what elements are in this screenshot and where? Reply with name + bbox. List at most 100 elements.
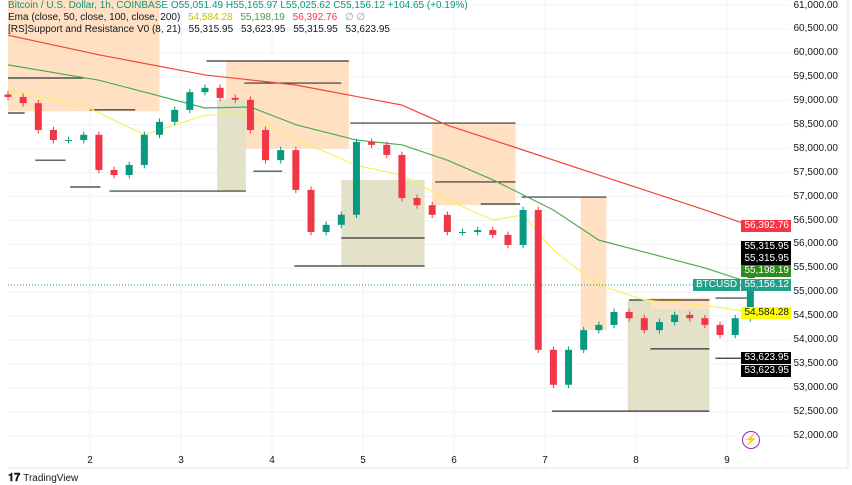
price-tick-label: 59,000.00: [793, 94, 839, 106]
candle-body: [686, 314, 694, 319]
candle-body: [655, 322, 663, 331]
sr-low-tag: 53,623.95: [741, 365, 791, 377]
candle-body: [322, 224, 330, 232]
candle-body: [171, 109, 179, 122]
price-tick-label: 55,500.00: [793, 262, 839, 274]
candle-body: [534, 209, 542, 350]
ema200-price-tag: 56,392.76: [741, 220, 791, 232]
tradingview-logo[interactable]: 𝟏𝟕 TradingView: [8, 472, 78, 485]
candle-body: [262, 129, 270, 161]
price-tick-label: 61,000.00: [793, 0, 839, 11]
price-tick-label: 52,000.00: [793, 430, 839, 441]
candle-body: [246, 99, 254, 130]
candle-body: [65, 140, 73, 142]
price-tick-label: 57,500.00: [793, 166, 839, 178]
candle-body: [201, 87, 209, 93]
sr-legend[interactable]: [RS]Support and Resistance V0 (8, 21) 55…: [8, 24, 395, 36]
sr-value: 53,623.95: [345, 24, 391, 35]
sr-zones: [8, 0, 710, 412]
candle-body: [580, 330, 588, 350]
time-tick-label: 3: [178, 455, 184, 466]
time-tick-label: 9: [724, 455, 730, 466]
price-tick-label: 60,500.00: [793, 22, 839, 34]
ema-line-ema200: [7, 34, 751, 227]
candle-body: [110, 169, 118, 176]
candle-body: [671, 314, 679, 323]
candle-body: [428, 205, 436, 215]
ema50-price-tag: 54,584.28: [741, 307, 791, 319]
price-tick-label: 53,000.00: [793, 382, 839, 394]
sr-levels: [8, 60, 755, 412]
time-tick-label: 2: [87, 455, 93, 466]
candle-body: [474, 230, 482, 232]
candle-body: [519, 209, 527, 245]
candle-body: [95, 134, 103, 170]
candle-body: [716, 324, 724, 335]
sr-value: 53,623.95: [240, 24, 286, 35]
sr-value: 55,315.95: [293, 24, 338, 35]
price-tick-label: 59,500.00: [793, 70, 839, 82]
symbol-tag: BTCUSD: [693, 279, 741, 291]
time-tick-label: 5: [360, 455, 366, 466]
price-tick-label: 53,500.00: [793, 358, 839, 370]
price-tick-label: 55,000.00: [793, 286, 839, 298]
ema100-value: 55,198.19: [240, 12, 285, 23]
candle-body: [337, 214, 345, 225]
candle-body: [125, 164, 133, 176]
candle-body: [307, 189, 315, 232]
ema-legend[interactable]: Ema (close, 50, close, 100, close, 200) …: [8, 12, 370, 24]
symbol-ohlc: Bitcoin / U.S. Dollar, 1h, COINBASE O55,…: [8, 0, 468, 11]
candle-body: [746, 284, 754, 319]
resistance-zone: [432, 123, 516, 206]
candle-body: [640, 318, 648, 331]
candle-body: [4, 94, 12, 97]
ema-label: Ema (close, 50, close, 100, close, 200): [8, 12, 181, 23]
candle-body: [595, 324, 603, 331]
candle-body: [140, 134, 148, 165]
time-tick-label: 6: [451, 455, 457, 466]
candle-body: [352, 141, 360, 215]
support-zone: [217, 99, 246, 192]
ema-line-ema100: [7, 64, 751, 284]
lightning-icon[interactable]: ⚡: [742, 431, 760, 449]
price-tick-label: 54,000.00: [793, 334, 839, 346]
candle-body: [186, 92, 194, 110]
ema-null-values: ∅ ∅: [344, 12, 366, 23]
price-tick-label: 60,000.00: [793, 46, 839, 58]
candle-body: [489, 230, 497, 235]
candle-body: [459, 231, 466, 233]
candle-body: [731, 318, 739, 335]
price-tick-label: 58,000.00: [793, 142, 839, 154]
candle-body: [80, 134, 88, 141]
price-tick-label: 58,500.00: [793, 118, 839, 130]
ema100-price-tag: 55,198.19: [741, 265, 791, 277]
candle-body: [216, 87, 224, 98]
candle-body: [368, 141, 376, 145]
candle-body: [156, 121, 163, 135]
resistance-zone: [8, 0, 160, 112]
candle-body: [49, 129, 57, 141]
time-tick-label: 8: [633, 455, 639, 466]
ema200-value: 56,392.76: [292, 12, 338, 23]
sr-low-tag: 53,623.95: [741, 352, 791, 364]
time-tick-label: 4: [269, 455, 275, 466]
support-zone: [627, 300, 710, 412]
last-price-tag: 55,156.12: [741, 279, 791, 291]
price-tick-label: 56,000.00: [793, 238, 839, 250]
candle-body: [565, 349, 573, 385]
sr-high-tag: 55,315.95: [741, 253, 791, 265]
time-tick-label: 7: [542, 455, 548, 466]
candle-body: [398, 154, 406, 198]
candle-body: [549, 349, 557, 385]
symbol-legend: Bitcoin / U.S. Dollar, 1h, COINBASE O55,…: [8, 0, 473, 12]
price-tick-label: 56,500.00: [793, 214, 839, 226]
ema50-value: 54,584.28: [188, 12, 233, 23]
sr-label: [RS]Support and Resistance V0 (8, 21): [8, 24, 181, 35]
candle-body: [292, 150, 300, 190]
price-tick-label: 54,500.00: [793, 310, 839, 322]
sr-value: 55,315.95: [188, 24, 234, 35]
candle-body: [413, 197, 421, 206]
tradingview-logo-icon: 𝟏𝟕: [8, 472, 21, 484]
candle-body: [443, 214, 451, 232]
